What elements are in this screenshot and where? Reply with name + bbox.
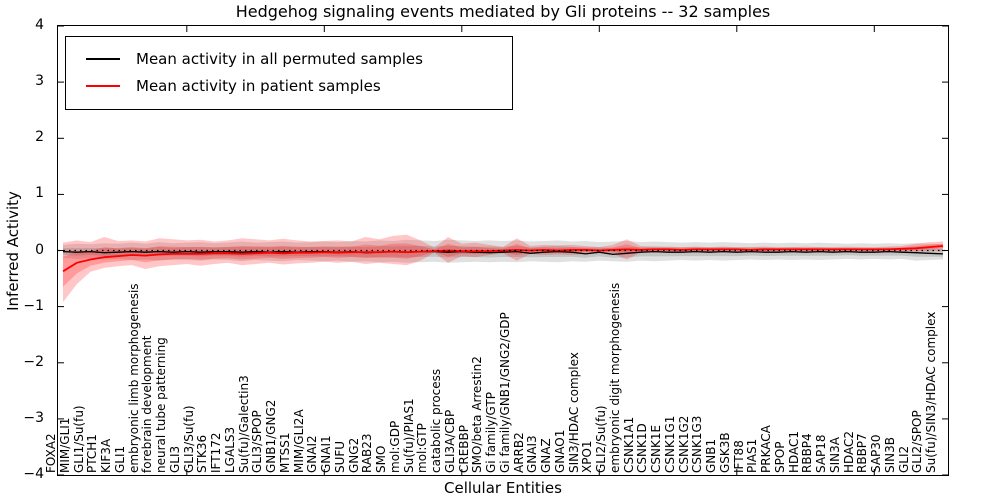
- x-tick-label: CSNK1G1: [662, 415, 677, 473]
- x-tick-label: CSNK1A1: [621, 416, 636, 473]
- y-tick-label: 3: [35, 73, 44, 90]
- x-tick-label: GNB1: [704, 438, 718, 473]
- x-tick-label: CSNK1G2: [676, 415, 691, 473]
- y-tick-label: 1: [35, 185, 44, 202]
- chart-title: Hedgehog signaling events mediated by Gl…: [235, 2, 771, 21]
- x-tick-label: GLI2/Su(fu): [594, 405, 608, 473]
- x-tick-label: IFT88: [731, 440, 746, 473]
- x-tick-label: SIN3A: [827, 437, 842, 473]
- y-tick-label: 2: [35, 129, 44, 146]
- x-tick-label: SMO/beta Arrestin2: [470, 356, 485, 473]
- x-tick-label: CSNK1D: [635, 423, 650, 473]
- x-tick-label: IFT172: [209, 432, 223, 473]
- red-line-icon: [86, 84, 120, 87]
- x-tick-label: RAB23: [360, 433, 375, 473]
- y-tick-label: −4: [23, 466, 44, 482]
- x-tick-label: PTCH1: [85, 434, 100, 473]
- legend-box: Mean activity in all permuted samples Me…: [65, 36, 513, 110]
- x-tick-label: Su(fu)/SIN3/HDAC complex: [924, 311, 938, 473]
- x-tick-label: SPOP: [772, 441, 787, 473]
- y-tick-label: 4: [35, 17, 44, 33]
- x-tick-label: GNAO1: [552, 429, 567, 473]
- x-tick-label: forebrain development: [140, 335, 155, 473]
- x-tick-label: mol:GTP: [415, 423, 430, 473]
- x-tick-label: GNAI2: [305, 435, 320, 473]
- y-tick-label: −2: [23, 353, 44, 370]
- x-tick-label: GNAI1: [319, 435, 333, 473]
- x-tick-label: GSK3B: [717, 432, 732, 473]
- x-tick-label: mol:GDP: [387, 420, 402, 473]
- x-tick-label: GLI3/SPOP: [250, 410, 265, 473]
- x-tick-label: HDAC2: [841, 430, 856, 473]
- x-tick-label: embryonic limb morphogenesis: [126, 283, 141, 473]
- x-tick-label: MIM/GLI2A: [291, 409, 306, 473]
- x-tick-label: Su(fu)/Galectin3: [236, 375, 251, 473]
- x-tick-label: STK36: [195, 434, 210, 473]
- x-tick-label: RBBP4: [800, 433, 815, 473]
- x-tick-label: GNG2: [346, 437, 361, 473]
- x-tick-label: Gi family/GNB1/GNG2/GDP: [497, 312, 512, 473]
- x-tick-label: CSNK1G3: [690, 415, 705, 473]
- x-tick-label: CREBBP: [456, 425, 471, 473]
- x-tick-label: CSNK1E: [649, 424, 663, 473]
- x-tick-label: SIN3B: [882, 437, 897, 473]
- x-tick-label: SAP18: [814, 434, 828, 473]
- x-tick-label: catabolic process: [429, 368, 443, 473]
- y-tick-label: −3: [23, 409, 44, 426]
- x-tick-label: KIF3A: [99, 438, 113, 473]
- x-tick-label: FOXA2: [44, 433, 58, 473]
- x-tick-label: GLI1/Su(fu): [71, 405, 86, 473]
- y-tick-label: −1: [23, 297, 44, 314]
- x-tick-label: SMO: [374, 445, 388, 473]
- x-tick-label: GNAZ: [539, 438, 553, 473]
- x-tick-label: HDAC1: [786, 430, 801, 473]
- x-tick-label: neural tube patterning: [154, 337, 168, 473]
- legend-label-patient: Mean activity in patient samples: [136, 76, 381, 95]
- x-tick-label: PIAS1: [745, 438, 760, 473]
- chart-canvas: [58, 26, 948, 475]
- x-tick-label: MTSS1: [277, 432, 292, 473]
- x-axis-label: Cellular Entities: [444, 479, 562, 497]
- x-tick-label: GLI2: [896, 445, 911, 473]
- x-tick-label: LGALS3: [222, 426, 237, 473]
- x-tick-label: ARRB2: [511, 432, 526, 473]
- x-tick-label: SIN3/HDAC complex: [566, 352, 581, 473]
- legend-label-permuted: Mean activity in all permuted samples: [136, 49, 423, 68]
- x-tick-label: GLI3A/CBP: [442, 409, 457, 473]
- x-tick-label: RBBP7: [855, 433, 870, 473]
- x-tick-label: MIM/GLI1: [57, 417, 72, 473]
- y-axis-ticks: 4 3 2 1 0 −1 −2 −3 −4: [0, 17, 52, 482]
- x-tick-label: GNB1/GNG2: [264, 399, 278, 473]
- black-line-icon: [86, 57, 120, 60]
- x-tick-label: GLI3: [167, 445, 182, 473]
- x-tick-label: Gi family/GTP: [484, 392, 498, 473]
- x-tick-label: SUFU: [332, 440, 347, 473]
- x-tick-label: XPO1: [580, 440, 595, 473]
- legend-item-patient: Mean activity in patient samples: [80, 72, 498, 99]
- x-tick-label: embryonic digit morphogenesis: [607, 282, 622, 473]
- x-tick-label: SAP30: [869, 434, 883, 473]
- y-tick-label: 0: [35, 241, 44, 258]
- x-tick-label: PRKACA: [759, 425, 773, 473]
- x-tick-label: Su(fu)/PIAS1: [401, 398, 416, 473]
- x-tick-label: GNAI3: [525, 435, 540, 473]
- x-tick-label: GLI3/Su(fu): [181, 405, 196, 473]
- legend-item-permuted: Mean activity in all permuted samples: [80, 45, 498, 72]
- x-tick-label: GLI2/SPOP: [910, 410, 925, 473]
- x-tick-label: GLI1: [112, 445, 127, 473]
